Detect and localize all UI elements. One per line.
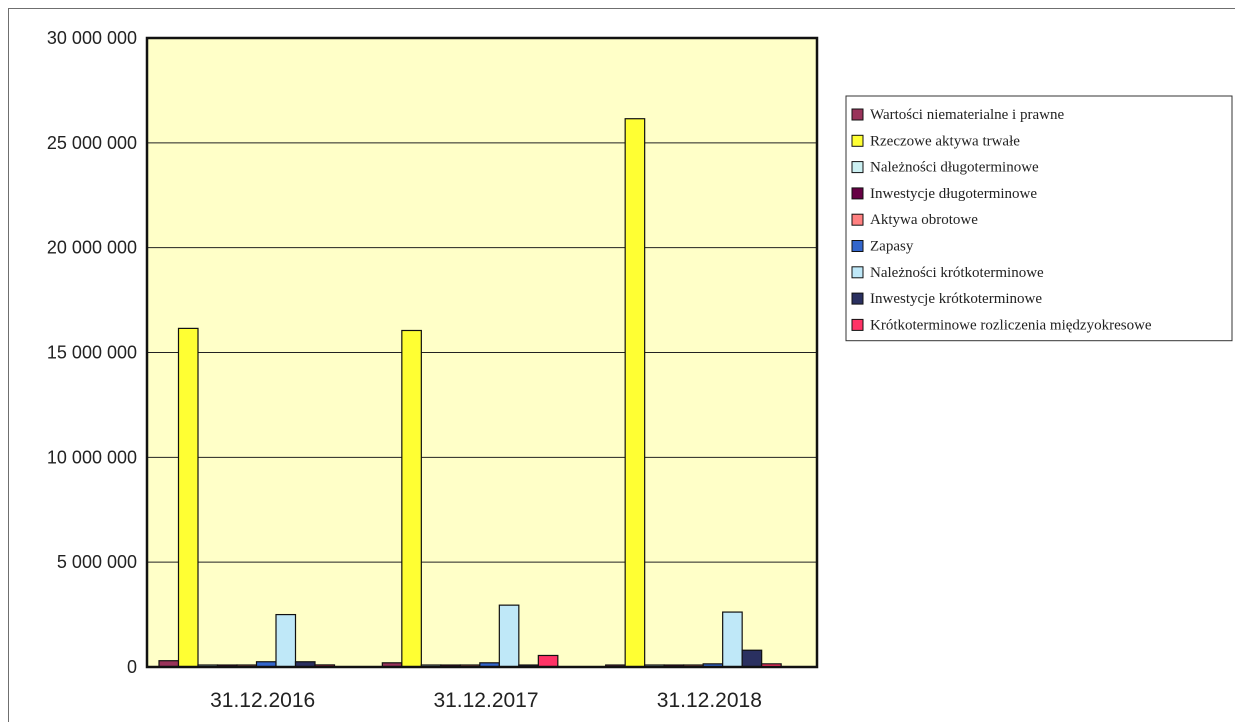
bar — [275, 613, 297, 668]
bar — [401, 329, 422, 668]
bar — [741, 649, 763, 668]
gridlines — [147, 142, 817, 563]
legend-label: Należności krótkoterminowe — [870, 265, 1044, 281]
y-tick-label: 30 000 000 — [47, 28, 137, 48]
y-tick-label: 15 000 000 — [47, 343, 137, 363]
legend-swatch — [851, 266, 864, 279]
legend-label: Zapasy — [870, 239, 914, 255]
y-tick-label: 5 000 000 — [57, 552, 137, 572]
legend-label: Inwestycje długoterminowe — [870, 186, 1037, 202]
legend-swatch — [851, 161, 864, 174]
legend-label: Inwestycje krótkoterminowe — [870, 291, 1042, 307]
legend: Wartości niematerialne i prawne Rzeczowe … — [845, 95, 1233, 342]
x-tick-label: 31.12.2017 — [433, 689, 538, 712]
legend-swatch — [851, 134, 864, 147]
y-tick-label: 20 000 000 — [47, 238, 137, 258]
legend-swatch — [851, 213, 864, 226]
x-tick-label: 31.12.2016 — [210, 689, 315, 712]
legend-label: Rzeczowe aktywa trwałe — [870, 133, 1020, 149]
legend-box — [845, 95, 1233, 342]
y-tick-label: 10 000 000 — [47, 447, 137, 467]
bar — [624, 118, 646, 668]
x-tick-label: 31.12.2018 — [657, 689, 762, 712]
bar — [537, 654, 559, 668]
y-tick-label: 0 — [127, 657, 137, 677]
bar — [498, 604, 520, 668]
bar — [722, 611, 743, 668]
legend-swatch — [851, 292, 864, 305]
legend-label: Aktywa obrotowe — [870, 212, 978, 228]
y-tick-label: 25 000 000 — [47, 133, 137, 153]
bar — [177, 327, 199, 668]
legend-swatch — [851, 187, 864, 200]
x-axis-ticks: 31.12.2016 31.12.2017 31.12.2018 — [210, 689, 762, 712]
legend-label: Wartości niematerialne i prawne — [870, 107, 1064, 123]
legend-label: Krótkoterminowe rozliczenia międzyokreso… — [870, 317, 1152, 333]
plot-border — [145, 36, 819, 669]
legend-swatch — [851, 108, 864, 121]
chart-frame — [8, 8, 1235, 722]
legend-swatch — [851, 240, 864, 252]
legend-swatch — [851, 318, 864, 331]
legend-label: Należności długoterminowe — [870, 160, 1039, 176]
y-axis-ticks: 0 5 000 000 10 000 000 15 000 000 20 000 000… — [47, 28, 137, 677]
